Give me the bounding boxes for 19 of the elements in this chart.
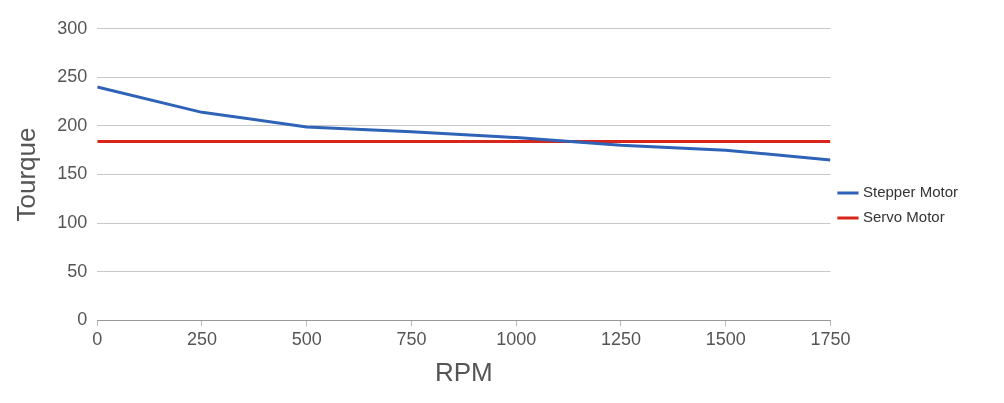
y-tick-label: 50 (67, 260, 88, 281)
legend-label: Servo Motor (862, 208, 945, 226)
y-tick-label: 100 (57, 212, 88, 233)
x-tick-label: 500 (291, 328, 322, 349)
x-axis-title: RPM (434, 356, 493, 387)
y-tick-label: 150 (57, 163, 88, 184)
y-tick-label: 0 (77, 309, 88, 330)
legend-label: Stepper Motor (862, 183, 958, 201)
x-tick-label: 1000 (496, 328, 537, 349)
x-tick-label: 1750 (810, 328, 851, 349)
x-tick-label: 750 (396, 328, 427, 349)
x-tick-label: 0 (92, 328, 103, 349)
x-tick-label: 250 (186, 328, 217, 349)
y-tick-label: 200 (57, 114, 88, 135)
y-tick-label: 250 (57, 66, 88, 87)
x-tick-label: 1500 (705, 328, 746, 349)
y-tick-label: 300 (57, 17, 88, 38)
x-tick-label: 1250 (600, 328, 641, 349)
y-axis-title: Tourque (10, 127, 41, 222)
